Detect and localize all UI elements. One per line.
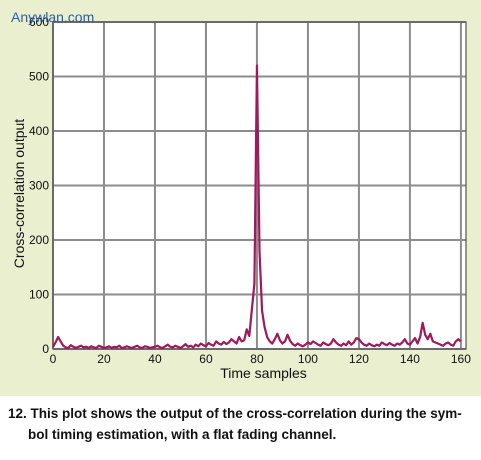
watermark-text: Anywlan.com xyxy=(11,9,95,25)
y-tick-label: 400 xyxy=(29,124,49,138)
x-tick-label: 160 xyxy=(451,352,471,366)
y-axis-ticks: 0 100 200 300 400 500 600 xyxy=(29,15,49,356)
figure-caption: 12. This plot shows the output of the cr… xyxy=(8,403,476,445)
series-line xyxy=(52,64,462,350)
y-tick-label: 500 xyxy=(29,70,49,84)
x-tick-label: 80 xyxy=(250,352,264,366)
y-axis-label: Cross-correlation output xyxy=(11,119,27,269)
y-tick-label: 0 xyxy=(42,342,49,356)
y-tick-label: 300 xyxy=(29,179,49,193)
y-tick-label: 100 xyxy=(29,288,49,302)
x-axis-ticks: 0 20 40 60 80 100 120 140 160 xyxy=(50,352,472,366)
y-tick-label: 600 xyxy=(29,15,49,29)
x-tick-label: 140 xyxy=(400,352,420,366)
x-tick-label: 120 xyxy=(349,352,369,366)
y-tick-label: 200 xyxy=(29,233,49,247)
cross-correlation-chart: 0 100 200 300 400 500 600 0 20 40 60 80 100 120 140 16… xyxy=(11,15,472,381)
caption-line-1: 12. This plot shows the output of the cr… xyxy=(8,406,462,421)
x-axis-label: Time samples xyxy=(220,365,307,381)
caption-line-2: bol timing estimation, with a flat fadin… xyxy=(28,427,337,442)
figure-panel: 0 100 200 300 400 500 600 0 20 40 60 80 100 120 140 16… xyxy=(0,0,481,396)
plot-frame xyxy=(52,21,467,350)
x-tick-label: 40 xyxy=(148,352,162,366)
x-tick-label: 0 xyxy=(50,352,57,366)
x-tick-label: 20 xyxy=(97,352,111,366)
x-tick-label: 100 xyxy=(298,352,318,366)
x-tick-label: 60 xyxy=(199,352,213,366)
